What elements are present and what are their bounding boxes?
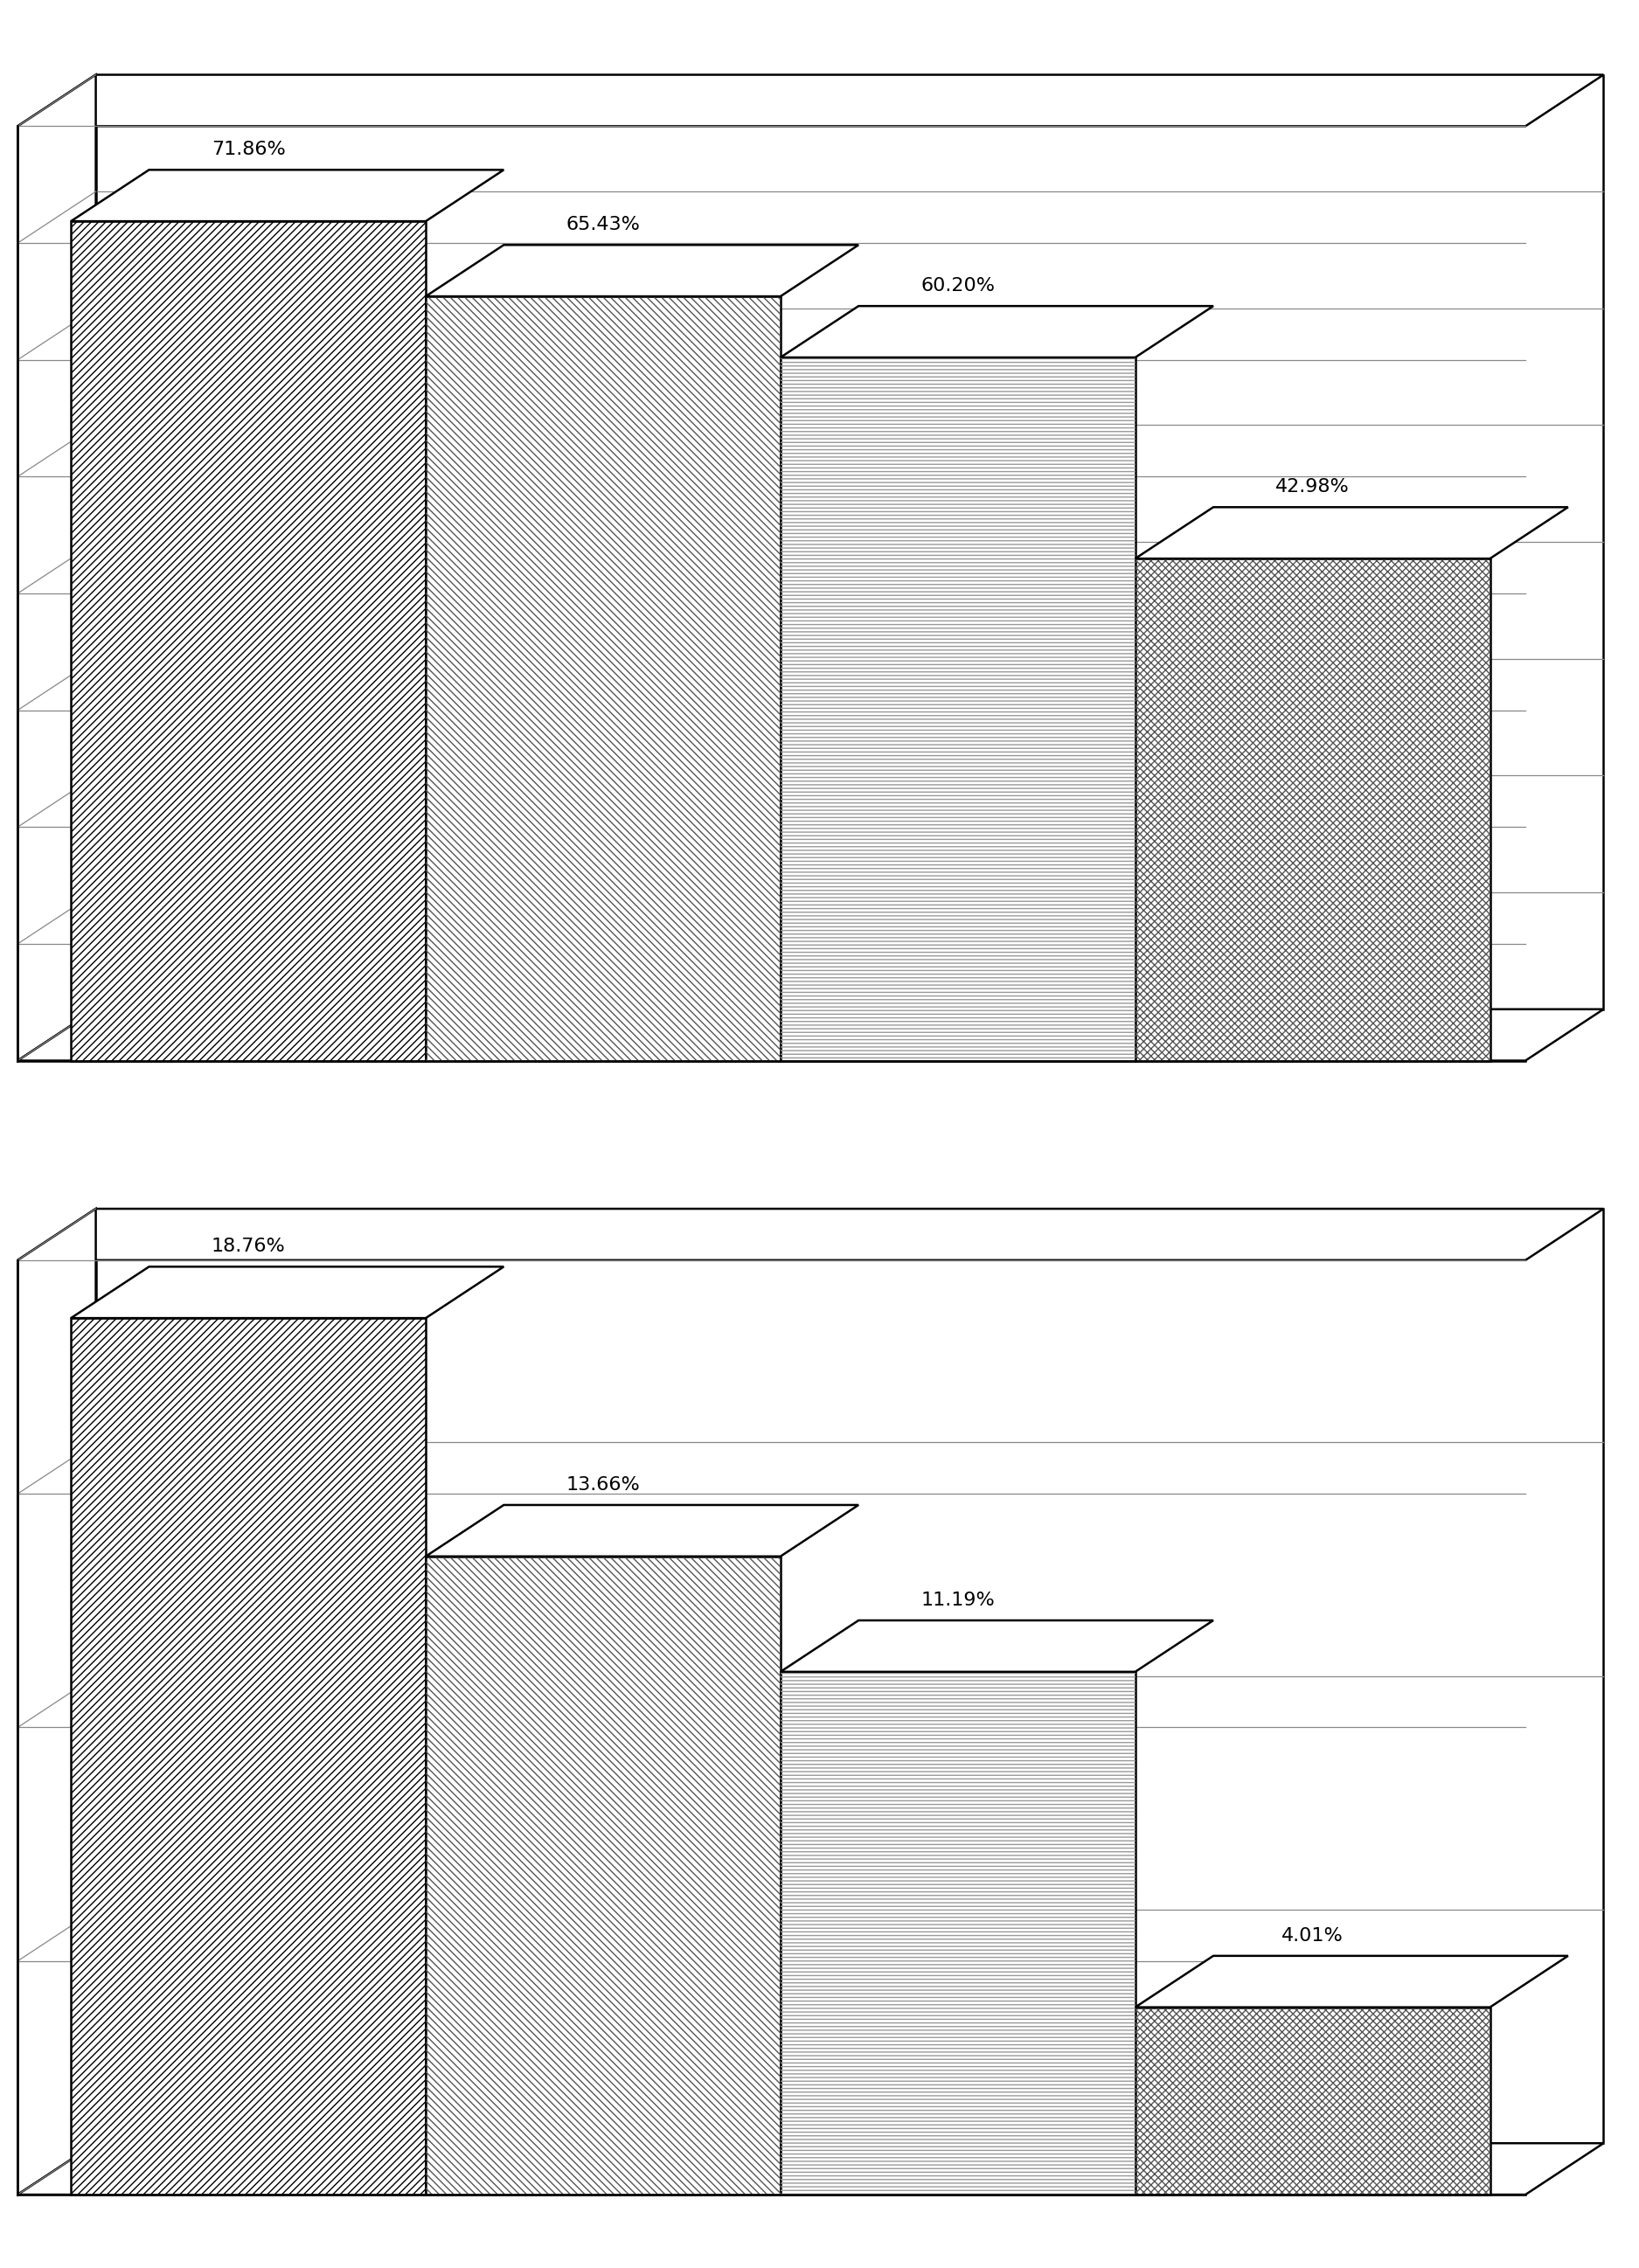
Text: 65.43%: 65.43%	[565, 215, 641, 234]
Polygon shape	[426, 245, 859, 297]
Text: 18.76%: 18.76%	[211, 1238, 285, 1256]
Bar	[95, 1209, 1603, 2143]
Bar	[70, 222, 426, 1061]
Bar	[780, 1672, 1136, 2195]
Bar	[1136, 558, 1490, 1061]
Bar	[426, 1556, 780, 2195]
Polygon shape	[70, 1268, 503, 1318]
Polygon shape	[780, 1619, 1213, 1672]
Polygon shape	[18, 2143, 1603, 2195]
Bar	[95, 75, 1603, 1009]
Text: 13.66%: 13.66%	[565, 1476, 641, 1495]
Bar	[70, 222, 426, 1061]
Text: 60.20%: 60.20%	[921, 277, 995, 295]
Text: 11.19%: 11.19%	[921, 1592, 995, 1610]
Polygon shape	[780, 306, 1213, 358]
Polygon shape	[18, 1009, 1603, 1061]
Polygon shape	[18, 75, 1603, 127]
Text: Fig.   3: Fig. 3	[652, 1229, 774, 1259]
Polygon shape	[1136, 1955, 1569, 2007]
Bar	[426, 297, 780, 1061]
Bar	[1136, 558, 1490, 1061]
Polygon shape	[18, 1209, 95, 2195]
Polygon shape	[70, 170, 503, 222]
Bar	[1136, 2007, 1490, 2195]
Bar	[70, 1318, 426, 2195]
Bar	[70, 1318, 426, 2195]
Bar	[426, 1556, 780, 2195]
Polygon shape	[18, 1209, 1603, 1261]
Polygon shape	[426, 1506, 859, 1556]
Bar	[1136, 2007, 1490, 2195]
Bar	[780, 358, 1136, 1061]
Text: 71.86%: 71.86%	[211, 141, 285, 159]
Bar	[780, 1672, 1136, 2195]
Polygon shape	[18, 75, 95, 1061]
Text: 42.98%: 42.98%	[1275, 479, 1349, 497]
Text: 4.01%: 4.01%	[1282, 1928, 1344, 1944]
Bar	[426, 297, 780, 1061]
Bar	[780, 358, 1136, 1061]
Polygon shape	[1136, 508, 1569, 558]
